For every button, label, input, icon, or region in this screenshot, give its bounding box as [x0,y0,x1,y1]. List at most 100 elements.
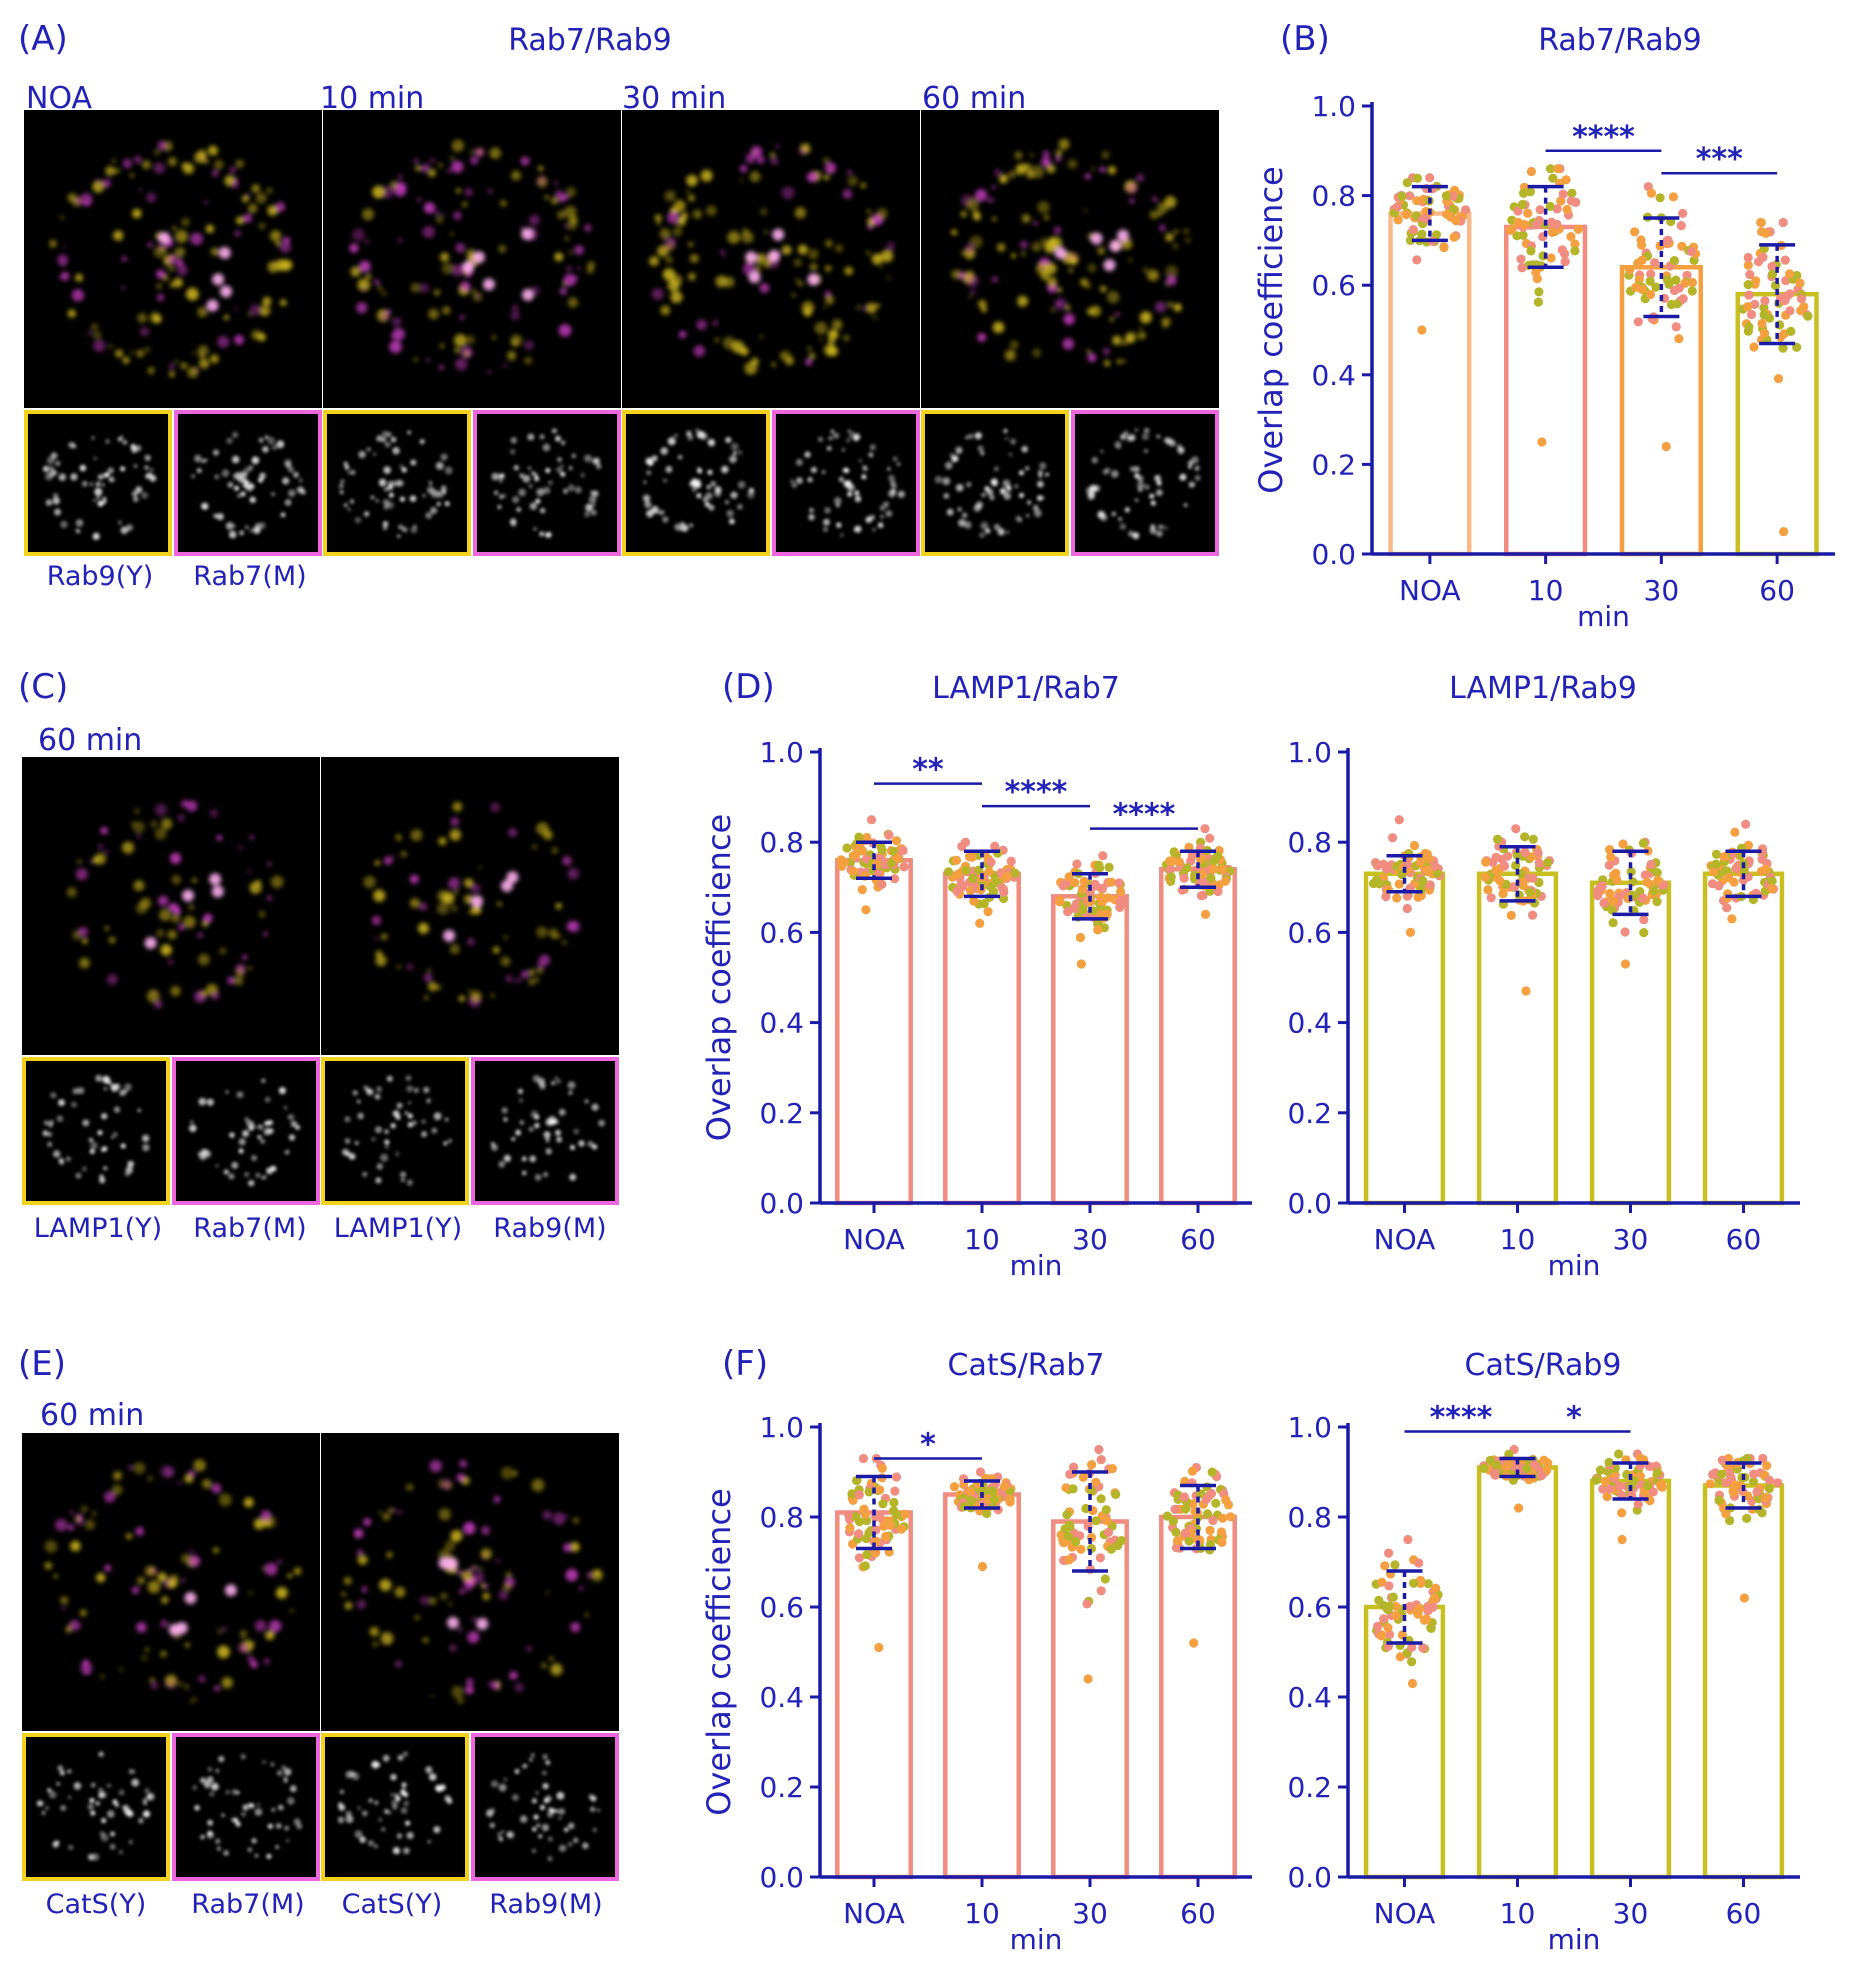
channel-frame [622,410,770,556]
y-tick-label: 0.0 [759,1187,804,1220]
data-point [982,1494,993,1504]
data-point [1731,1480,1741,1490]
data-point [1547,217,1557,227]
scatter-points [943,837,1020,929]
channel-thumbnail [174,410,322,556]
data-point [1064,872,1074,882]
bar [943,1492,1021,1880]
bar [1363,1604,1446,1880]
data-point [1448,191,1458,201]
data-point [1063,1531,1073,1541]
data-point [1537,437,1547,447]
micrograph [321,1733,469,1881]
data-point [1114,878,1124,888]
data-point [1170,1504,1180,1514]
data-point [1605,888,1615,899]
channel-thumbnail [22,1057,170,1205]
data-point [1651,282,1661,292]
data-point [1714,881,1724,891]
micrograph [172,1057,320,1205]
data-point [1401,209,1411,220]
data-point [1418,876,1428,886]
data-point [862,832,872,843]
error-bar [1180,1483,1216,1551]
data-point [1543,857,1553,868]
data-point [1653,875,1663,885]
error-bar [1725,1461,1762,1510]
data-point [1535,205,1545,215]
data-point [1756,217,1766,228]
channel-label: Rab7(M) [193,1213,306,1244]
data-point [1749,1469,1759,1479]
data-point [1095,1553,1105,1563]
data-point [900,1509,910,1519]
data-point [1522,1464,1532,1474]
error-bar [1386,853,1423,894]
significance-label: *** [1696,142,1743,177]
error-bar [964,849,1000,899]
cell-signal [349,139,595,374]
channel-label: Rab7(M) [191,1889,304,1920]
data-point [1785,269,1795,279]
scatter-points [949,1467,1016,1572]
channel-frame [22,1057,170,1205]
data-point [1100,1574,1110,1584]
x-tick-label: 30 [1644,574,1680,607]
cell-signal [1085,427,1201,540]
channel-thumbnail [471,1057,619,1205]
image-background [471,1057,619,1205]
x-axis-label: min [1010,1923,1063,1956]
data-point [1449,232,1459,242]
data-point [983,907,993,917]
data-point [1711,849,1722,859]
data-point [1607,905,1617,915]
cell-signal [192,1754,303,1859]
data-point [1388,833,1398,843]
y-tick-label: 0.8 [1287,1501,1332,1534]
data-point [1546,253,1556,263]
data-point [1646,269,1656,279]
data-point [1514,1503,1524,1513]
data-point [1491,852,1501,862]
data-point [1171,1527,1181,1537]
data-point [957,841,967,852]
y-tick-label: 0.6 [759,1591,804,1624]
data-point [975,918,985,929]
data-point [1556,196,1566,206]
data-point [1200,909,1211,920]
micrograph [622,110,920,408]
data-point [1414,1604,1424,1614]
data-point [1416,1578,1426,1588]
micrograph [471,1057,619,1205]
data-point [969,896,979,906]
data-point [1217,864,1228,875]
data-point [1104,862,1114,873]
data-point [876,842,886,852]
channel-frame [321,1057,469,1205]
data-point [898,845,908,856]
data-point [1534,858,1544,868]
data-point [1548,173,1558,183]
micrograph [22,757,320,1055]
micrograph [172,1733,320,1881]
data-point [1803,311,1813,321]
data-point [1655,193,1665,203]
timepoint-label: 60 min [38,723,142,758]
cell-signal [337,1751,453,1855]
error-bar [964,1479,1000,1510]
data-point [1096,1494,1106,1504]
data-point [1380,1561,1390,1571]
data-point [949,1482,960,1492]
data-point [1650,258,1660,268]
data-point [943,867,954,877]
data-point [1200,824,1210,834]
data-point [986,857,996,867]
data-point [1412,255,1422,265]
data-point [1498,889,1508,899]
scatter-points [1593,837,1669,969]
data-point [1055,895,1065,905]
data-point [1705,1479,1715,1489]
data-point [1489,1468,1500,1479]
data-point [1075,932,1086,943]
data-point [878,1499,888,1509]
